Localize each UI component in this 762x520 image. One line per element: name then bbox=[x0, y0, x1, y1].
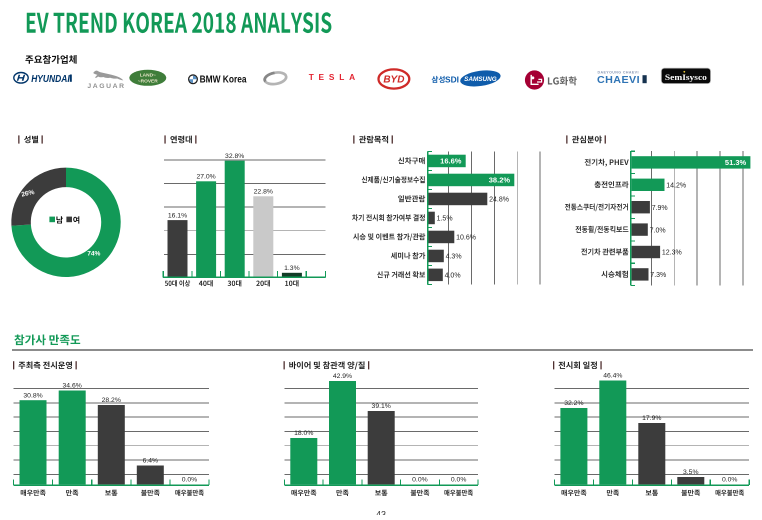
svg-text:16.1%: 16.1% bbox=[168, 212, 187, 219]
svg-text:12.3%: 12.3% bbox=[662, 250, 682, 257]
svg-text:39.1%: 39.1% bbox=[372, 403, 391, 410]
svg-text:TESLA: TESLA bbox=[309, 72, 360, 82]
svg-text:6.4%: 6.4% bbox=[143, 458, 159, 465]
svg-text:4.3%: 4.3% bbox=[446, 254, 462, 261]
svg-text:18.0%: 18.0% bbox=[294, 430, 313, 437]
svg-text:17.9%: 17.9% bbox=[642, 415, 661, 422]
svg-text:0.0%: 0.0% bbox=[451, 476, 467, 483]
svg-text:27.0%: 27.0% bbox=[196, 174, 215, 181]
svg-text:22.8%: 22.8% bbox=[254, 188, 273, 195]
svg-text:14.2%: 14.2% bbox=[666, 183, 686, 190]
svg-text:1.5%: 1.5% bbox=[437, 216, 453, 223]
svg-text:34.6%: 34.6% bbox=[63, 383, 82, 390]
svg-text:1.3%: 1.3% bbox=[284, 265, 300, 272]
svg-text:0.0%: 0.0% bbox=[182, 476, 198, 483]
svg-text:JAGUAR: JAGUAR bbox=[87, 83, 125, 90]
svg-text:28.2%: 28.2% bbox=[102, 397, 121, 404]
svg-text:3.5%: 3.5% bbox=[683, 469, 699, 476]
svg-text:~ROVER: ~ROVER bbox=[138, 79, 158, 85]
svg-text:16.6%: 16.6% bbox=[440, 157, 462, 166]
svg-text:7.0%: 7.0% bbox=[650, 227, 666, 234]
svg-text:7.9%: 7.9% bbox=[652, 205, 668, 212]
svg-text:BYD: BYD bbox=[383, 75, 404, 86]
svg-text:HYUNDAI: HYUNDAI bbox=[31, 74, 70, 85]
svg-text:32.8%: 32.8% bbox=[225, 153, 244, 160]
svg-text:SAMSUNG: SAMSUNG bbox=[464, 76, 497, 83]
svg-text:0.0%: 0.0% bbox=[722, 476, 738, 483]
svg-text:46.4%: 46.4% bbox=[603, 373, 622, 380]
svg-text:0.0%: 0.0% bbox=[412, 476, 428, 483]
svg-text:24.8%: 24.8% bbox=[489, 197, 509, 204]
svg-text:CHAEVI: CHAEVI bbox=[597, 75, 640, 86]
svg-text:32.2%: 32.2% bbox=[564, 400, 583, 407]
svg-text:7.3%: 7.3% bbox=[650, 272, 666, 279]
svg-text:4.0%: 4.0% bbox=[445, 273, 461, 280]
svg-text:LAND~: LAND~ bbox=[140, 73, 156, 79]
svg-text:SemIsysco: SemIsysco bbox=[665, 72, 707, 82]
svg-text:10.6%: 10.6% bbox=[456, 235, 476, 242]
svg-text:SDI: SDI bbox=[445, 74, 459, 84]
svg-text:51.3%: 51.3% bbox=[725, 158, 747, 167]
svg-text:38.2%: 38.2% bbox=[489, 176, 511, 185]
svg-text:BMW Korea: BMW Korea bbox=[200, 75, 247, 86]
svg-text:DAEYOUNG CHAEVI: DAEYOUNG CHAEVI bbox=[598, 71, 639, 75]
svg-text:74%: 74% bbox=[87, 250, 100, 257]
svg-text:42.9%: 42.9% bbox=[333, 373, 352, 380]
svg-text:43: 43 bbox=[376, 510, 386, 516]
svg-text:30.8%: 30.8% bbox=[23, 392, 42, 399]
svg-text:26%: 26% bbox=[21, 189, 35, 199]
